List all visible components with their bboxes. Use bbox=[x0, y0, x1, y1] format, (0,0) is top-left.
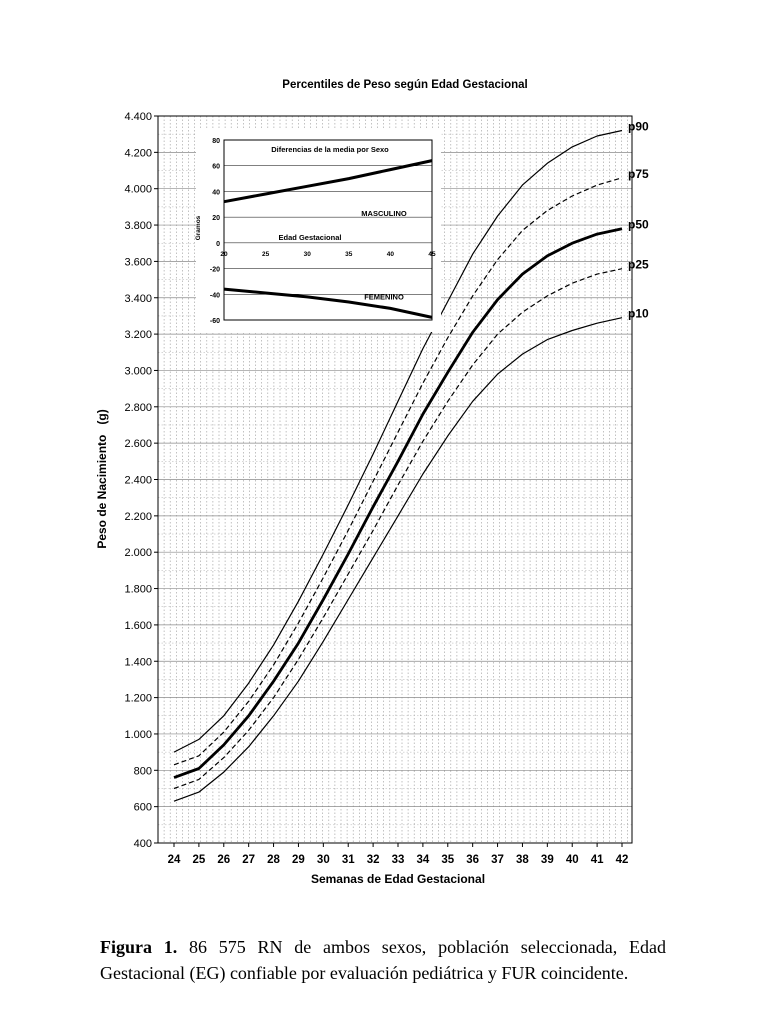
series-label-p25: p25 bbox=[628, 258, 649, 272]
inset-x-tick-label: 35 bbox=[345, 251, 353, 258]
x-tick-label: 42 bbox=[616, 854, 629, 866]
caption-label: Figura 1. bbox=[100, 937, 178, 957]
inset-x-tick-label: 30 bbox=[304, 251, 312, 258]
inset-y-tick-label: 60 bbox=[212, 164, 220, 171]
series-label-p10: p10 bbox=[628, 307, 649, 321]
y-tick-label: 1.200 bbox=[124, 693, 152, 705]
series-label-p90: p90 bbox=[628, 120, 649, 134]
inset-y-axis-label: Gramos bbox=[195, 215, 202, 240]
series-line-p90 bbox=[173, 129, 623, 753]
series-label-p50: p50 bbox=[628, 218, 649, 232]
inset-series-label-masculino: MASCULINO bbox=[361, 209, 407, 218]
x-tick-label: 30 bbox=[317, 854, 330, 866]
x-tick-label: 27 bbox=[242, 854, 255, 866]
inset-y-tick-label: 40 bbox=[212, 189, 220, 196]
inset-x-tick-label: 25 bbox=[262, 251, 270, 258]
x-tick-label: 28 bbox=[267, 854, 280, 866]
y-tick-label: 1.000 bbox=[124, 729, 152, 741]
series-label-p75: p75 bbox=[628, 167, 649, 181]
y-tick-label: 400 bbox=[134, 838, 152, 850]
y-tick-label: 3.000 bbox=[124, 365, 152, 377]
series-line-p25 bbox=[173, 268, 623, 790]
x-axis-label: Semanas de Edad Gestacional bbox=[311, 872, 485, 886]
y-tick-label: 800 bbox=[134, 765, 152, 777]
inset-series-label-femenino: FEMENINO bbox=[364, 292, 404, 301]
y-tick-label: 3.200 bbox=[124, 329, 152, 341]
inset-y-tick-label: -60 bbox=[210, 318, 220, 325]
y-tick-label: 4.000 bbox=[124, 184, 152, 196]
inset-frame bbox=[223, 139, 433, 321]
inset-x-tick-label: 40 bbox=[387, 251, 395, 258]
x-tick-label: 33 bbox=[392, 854, 405, 866]
series-line-p75 bbox=[173, 177, 623, 766]
inset-y-tick-label: -20 bbox=[210, 267, 220, 274]
y-tick-label: 3.400 bbox=[124, 293, 152, 305]
series-line-p10 bbox=[173, 317, 623, 802]
inset-y-tick-label: 0 bbox=[216, 241, 220, 248]
y-tick-label: 1.400 bbox=[124, 656, 152, 668]
inset-series-line-femenino bbox=[223, 287, 433, 319]
main-grid bbox=[157, 115, 632, 844]
y-tick-label: 600 bbox=[134, 802, 152, 814]
main-labels: p90 p75 p50 p25 p10 bbox=[628, 120, 649, 321]
x-tick-label: 38 bbox=[516, 854, 529, 866]
x-tick-label: 35 bbox=[441, 854, 454, 866]
caption-text: 86 575 RN de ambos sexos, población sele… bbox=[100, 937, 666, 983]
inset-title: Diferencias de la media por Sexo bbox=[271, 145, 389, 154]
x-tick-label: 29 bbox=[292, 854, 305, 866]
figure-caption: Figura 1. 86 575 RN de ambos sexos, pobl… bbox=[100, 934, 666, 986]
inset-y-tick-label: 80 bbox=[212, 138, 220, 145]
y-tick-label: 2.400 bbox=[124, 475, 152, 487]
y-axis-label: Peso de Nacimiento (g) bbox=[95, 409, 109, 548]
inset-y-tick-label: -40 bbox=[210, 292, 220, 299]
y-tick-label: 3.600 bbox=[124, 256, 152, 268]
chart-title: Percentiles de Peso según Edad Gestacion… bbox=[282, 79, 527, 91]
x-tick-label: 37 bbox=[491, 854, 504, 866]
x-tick-label: 36 bbox=[466, 854, 479, 866]
series-line-p50 bbox=[173, 227, 623, 779]
inset-x-tick-label: 45 bbox=[428, 251, 436, 258]
x-tick-label: 39 bbox=[541, 854, 554, 866]
y-tick-label: 2.800 bbox=[124, 402, 152, 414]
x-tick-label: 31 bbox=[342, 854, 355, 866]
y-tick-label: 3.800 bbox=[124, 220, 152, 232]
x-tick-label: 24 bbox=[168, 854, 181, 866]
percentile-chart: 4006008001.0001.2001.4001.6001.8002.0002… bbox=[95, 79, 649, 886]
inset-x-tick-label: 20 bbox=[220, 251, 228, 258]
inset-background bbox=[196, 130, 441, 332]
x-tick-label: 41 bbox=[591, 854, 604, 866]
y-tick-label: 2.000 bbox=[124, 547, 152, 559]
inset-series-line-masculino bbox=[223, 159, 433, 204]
y-tick-label: 1.800 bbox=[124, 584, 152, 596]
y-tick-label: 4.400 bbox=[124, 111, 152, 123]
x-tick-label: 34 bbox=[416, 854, 429, 866]
inset-y-tick-label: 20 bbox=[212, 215, 220, 222]
y-tick-label: 2.200 bbox=[124, 511, 152, 523]
y-tick-label: 2.600 bbox=[124, 438, 152, 450]
inset-x-axis-label: Edad Gestacional bbox=[279, 233, 342, 242]
x-tick-label: 32 bbox=[367, 854, 380, 866]
x-tick-label: 26 bbox=[217, 854, 230, 866]
y-tick-label: 4.200 bbox=[124, 147, 152, 159]
x-tick-label: 25 bbox=[192, 854, 205, 866]
main-axes: 4006008001.0001.2001.4001.6001.8002.0002… bbox=[124, 111, 633, 866]
main-series bbox=[173, 129, 623, 802]
y-tick-label: 1.600 bbox=[124, 620, 152, 632]
x-tick-label: 40 bbox=[566, 854, 579, 866]
